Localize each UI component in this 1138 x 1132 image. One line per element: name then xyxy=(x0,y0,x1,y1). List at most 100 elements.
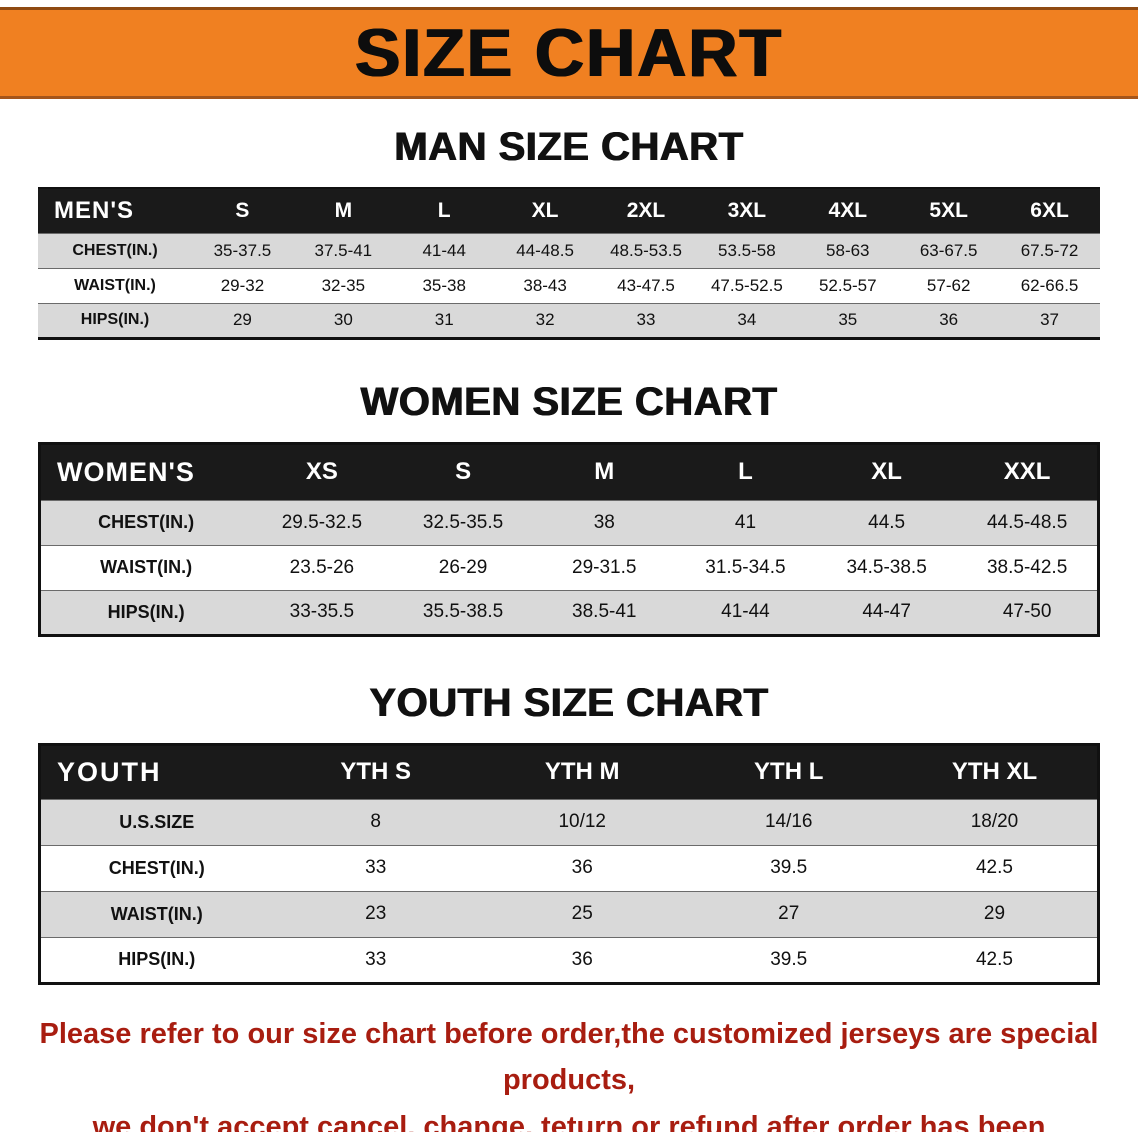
men-section-heading: MAN SIZE CHART xyxy=(394,125,744,169)
table-row: CHEST(IN.) 33 36 39.5 42.5 xyxy=(39,844,1099,891)
table-cell: 44-48.5 xyxy=(494,232,596,268)
table-cell: 37.5-41 xyxy=(292,232,394,268)
table-cell: 29 xyxy=(191,302,293,338)
column-header: L xyxy=(674,443,817,500)
column-header: YTH L xyxy=(685,744,892,799)
column-header: YTH S xyxy=(272,744,479,799)
column-header: S xyxy=(392,443,534,500)
youth-size-chart-section: YOUTH SIZE CHART YOUTH YTH S YTH M YTH L YTH… xyxy=(38,683,1100,985)
table-cell: 41-44 xyxy=(393,232,495,268)
youth-table-container: YOUTH YTH S YTH M YTH L YTH XL U.S.SIZE 8 10/12… xyxy=(38,742,1100,985)
row-label: CHEST(IN.) xyxy=(39,499,252,545)
table-cell: 63-67.5 xyxy=(898,232,1000,268)
table-title-cell: MEN'S xyxy=(38,188,192,233)
table-cell: 23.5-26 xyxy=(251,544,393,590)
men-table-container: MEN'S S M L XL 2XL 3XL 4XL 5XL 6XL CHEST(IN.) 35-37… xyxy=(38,187,1100,340)
table-cell: 38.5-41 xyxy=(533,589,675,635)
table-cell: 8 xyxy=(272,798,479,845)
title-banner: SIZE CHART xyxy=(0,7,1138,99)
table-cell: 33 xyxy=(272,844,479,891)
row-label: HIPS(IN.) xyxy=(39,589,252,635)
table-cell: 58-63 xyxy=(797,232,899,268)
disclaimer-line-1: Please refer to our size chart before or… xyxy=(39,1017,1099,1097)
table-row: CHEST(IN.) 35-37.5 37.5-41 41-44 44-48.5 48.5… xyxy=(38,232,1100,268)
table-row: WAIST(IN.) 29-32 32-35 35-38 38-43 43-47.5 47.… xyxy=(38,267,1100,303)
column-header: XS xyxy=(251,443,393,500)
table-cell: 47-50 xyxy=(957,589,1099,635)
column-header: M xyxy=(533,443,675,500)
table-cell: 35-37.5 xyxy=(191,232,293,268)
table-cell: 36 xyxy=(478,936,686,983)
table-cell: 29 xyxy=(891,890,1099,937)
table-header-row: YOUTH YTH S YTH M YTH L YTH XL xyxy=(39,744,1099,799)
table-cell: 25 xyxy=(478,890,686,937)
table-cell: 33 xyxy=(595,302,697,338)
table-cell: 34 xyxy=(696,302,798,338)
page-title: SIZE CHART xyxy=(355,15,783,91)
column-header: XXL xyxy=(957,443,1099,500)
table-cell: 44-47 xyxy=(816,589,958,635)
table-cell: 29-32 xyxy=(191,267,293,303)
table-cell: 32-35 xyxy=(292,267,394,303)
table-cell: 32.5-35.5 xyxy=(392,499,534,545)
men-size-chart-section: MAN SIZE CHART MEN'S S M L XL 2XL 3XL 4XL 5XL 6XL… xyxy=(38,127,1100,340)
table-row: HIPS(IN.) 29 30 31 32 33 34 35 36 37 xyxy=(38,302,1100,338)
table-cell: 42.5 xyxy=(891,936,1099,983)
table-cell: 38-43 xyxy=(494,267,596,303)
table-cell: 38 xyxy=(533,499,675,545)
table-cell: 33 xyxy=(272,936,479,983)
row-label: WAIST(IN.) xyxy=(39,890,273,937)
table-cell: 26-29 xyxy=(392,544,534,590)
column-header: 4XL xyxy=(797,188,899,233)
table-cell: 41-44 xyxy=(674,589,817,635)
row-label: HIPS(IN.) xyxy=(38,302,192,338)
column-header: 2XL xyxy=(595,188,697,233)
column-header: YTH M xyxy=(478,744,686,799)
row-label: WAIST(IN.) xyxy=(39,544,252,590)
row-label: CHEST(IN.) xyxy=(39,844,273,891)
table-cell: 35.5-38.5 xyxy=(392,589,534,635)
column-header: 5XL xyxy=(898,188,1000,233)
table-cell: 39.5 xyxy=(685,936,892,983)
table-row: WAIST(IN.) 23 25 27 29 xyxy=(39,890,1099,937)
row-label: U.S.SIZE xyxy=(39,798,273,845)
table-cell: 52.5-57 xyxy=(797,267,899,303)
table-cell: 47.5-52.5 xyxy=(696,267,798,303)
table-cell: 31.5-34.5 xyxy=(674,544,817,590)
table-cell: 10/12 xyxy=(478,798,686,845)
column-header: M xyxy=(292,188,394,233)
table-row: U.S.SIZE 8 10/12 14/16 18/20 xyxy=(39,798,1099,845)
table-cell: 35-38 xyxy=(393,267,495,303)
column-header: L xyxy=(393,188,495,233)
row-label: WAIST(IN.) xyxy=(38,267,192,303)
column-header: XL xyxy=(494,188,596,233)
row-label: CHEST(IN.) xyxy=(38,232,192,268)
youth-size-table: YOUTH YTH S YTH M YTH L YTH XL U.S.SIZE 8 10/12… xyxy=(38,742,1100,985)
women-size-chart-section: WOMEN SIZE CHART WOMEN'S XS S M L XL XXL CHEST(… xyxy=(38,382,1100,637)
youth-section-heading: YOUTH SIZE CHART xyxy=(369,680,769,725)
table-cell: 29.5-32.5 xyxy=(251,499,393,545)
women-size-table: WOMEN'S XS S M L XL XXL CHEST(IN.) 29.5-32.5 32.5… xyxy=(38,441,1100,637)
table-cell: 14/16 xyxy=(685,798,892,845)
women-table-container: WOMEN'S XS S M L XL XXL CHEST(IN.) 29.5-32.5 32.5… xyxy=(38,441,1100,637)
table-cell: 38.5-42.5 xyxy=(957,544,1099,590)
table-cell: 33-35.5 xyxy=(251,589,393,635)
table-cell: 35 xyxy=(797,302,899,338)
column-header: YTH XL xyxy=(891,744,1099,799)
table-cell: 29-31.5 xyxy=(533,544,675,590)
table-row: CHEST(IN.) 29.5-32.5 32.5-35.5 38 41 44.5 44.5… xyxy=(39,499,1099,545)
column-header: 6XL xyxy=(999,188,1100,233)
women-section-heading: WOMEN SIZE CHART xyxy=(360,379,778,424)
table-cell: 39.5 xyxy=(685,844,892,891)
table-cell: 36 xyxy=(898,302,1000,338)
table-header-row: MEN'S S M L XL 2XL 3XL 4XL 5XL 6XL xyxy=(38,188,1100,233)
table-title-cell: YOUTH xyxy=(39,744,273,799)
column-header: 3XL xyxy=(696,188,798,233)
disclaimer: Please refer to our size chart before or… xyxy=(38,1011,1100,1132)
table-cell: 30 xyxy=(292,302,394,338)
table-cell: 36 xyxy=(478,844,686,891)
disclaimer-line-2: we don't accept cancel, change, teturn o… xyxy=(92,1111,1046,1132)
table-row: WAIST(IN.) 23.5-26 26-29 29-31.5 31.5-34.5 34… xyxy=(39,544,1099,590)
table-cell: 44.5 xyxy=(816,499,958,545)
table-cell: 37 xyxy=(999,302,1100,338)
